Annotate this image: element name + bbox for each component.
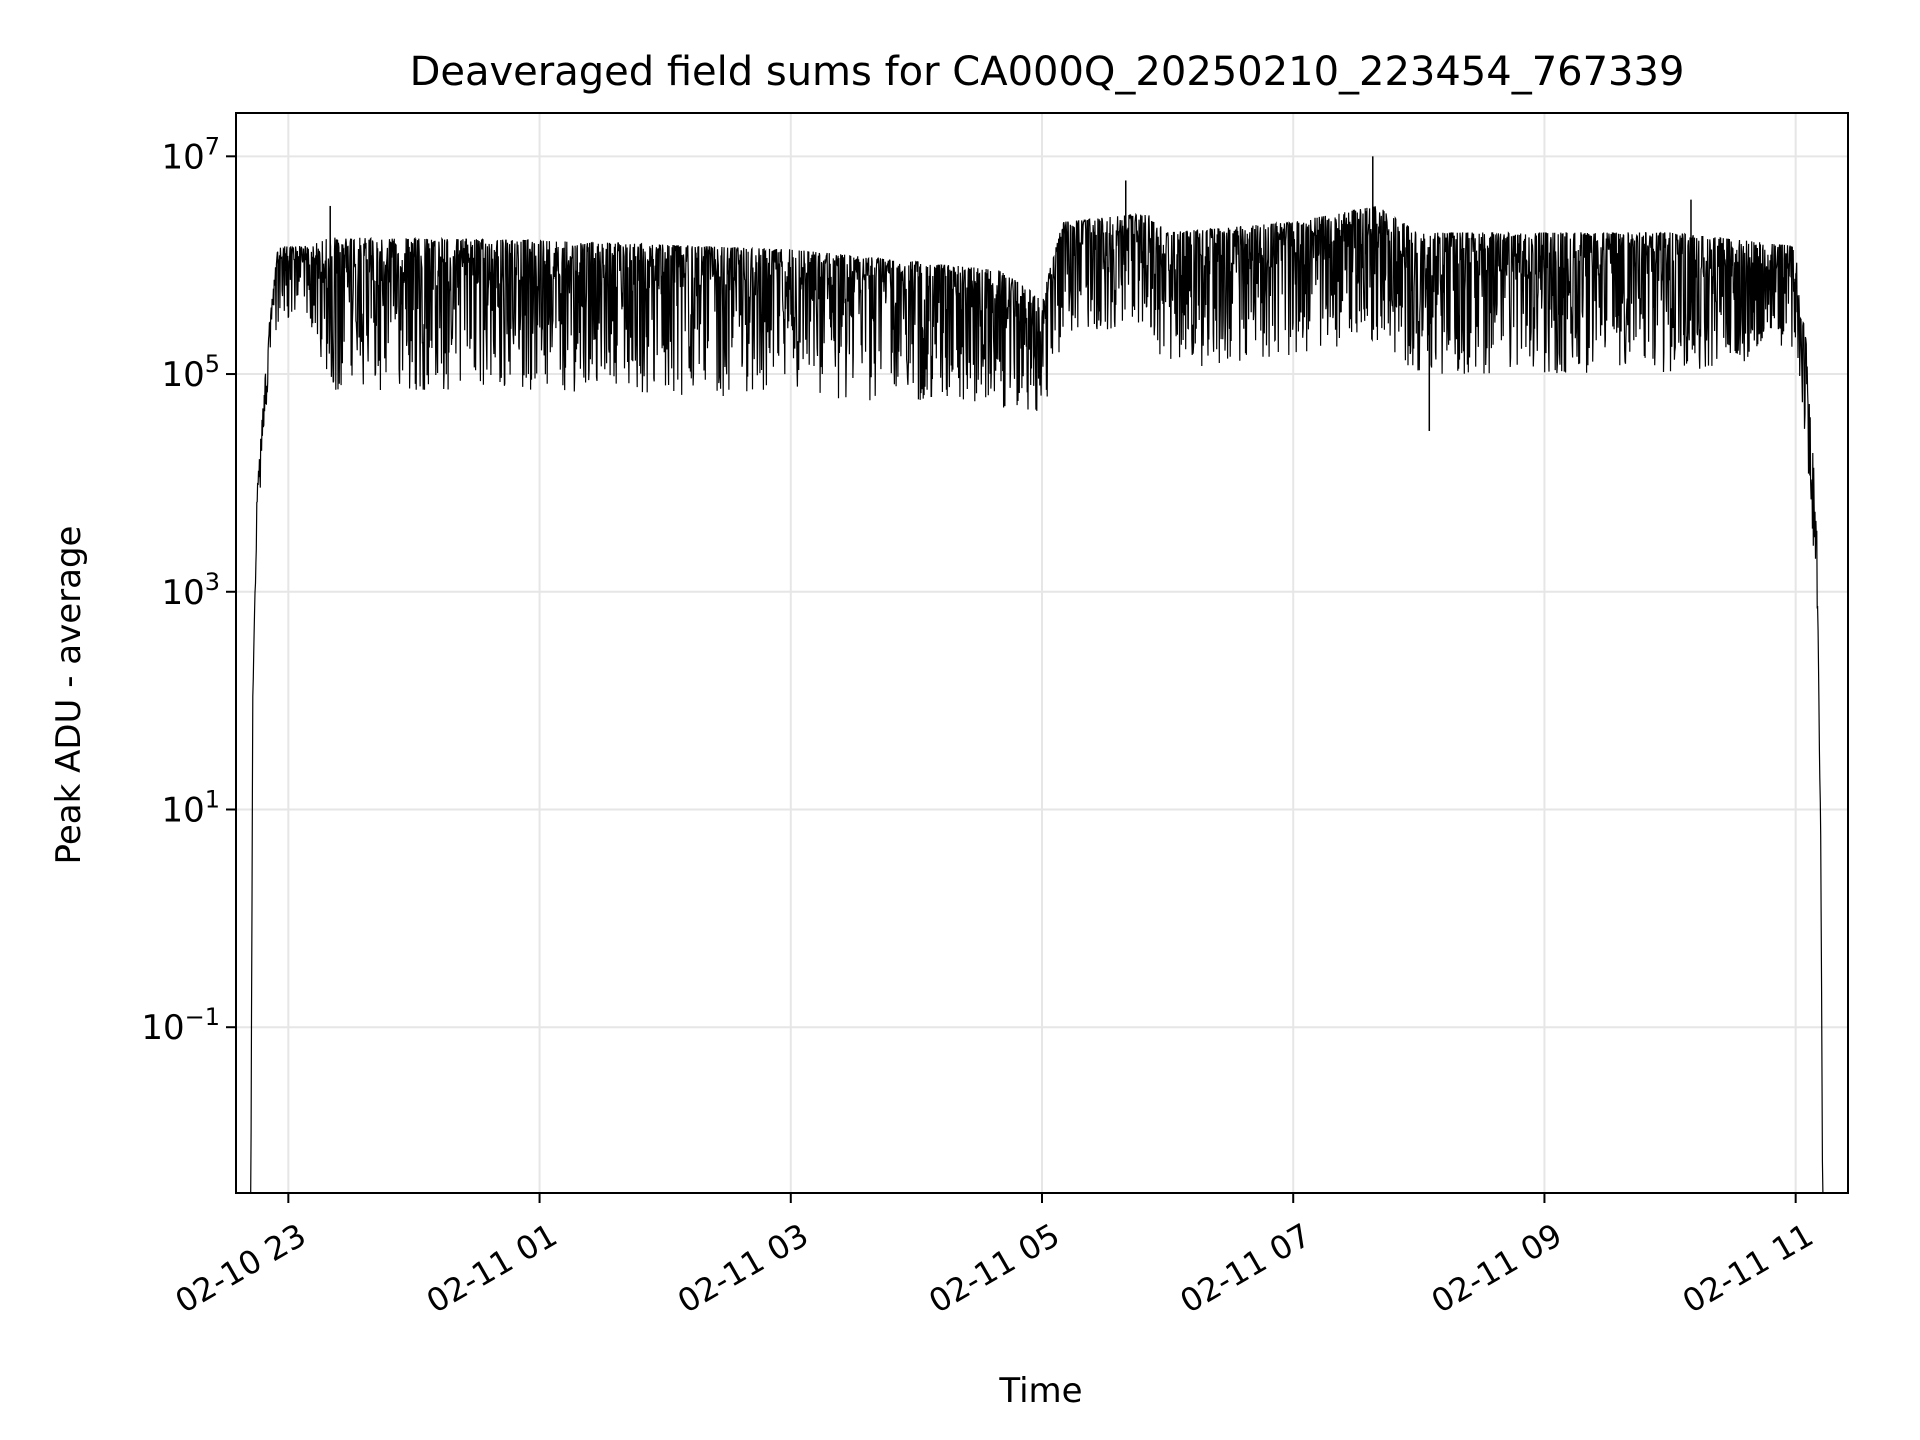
y-tick-exponent: −1 bbox=[185, 1003, 220, 1031]
chart-title: Deaveraged field sums for CA000Q_2025021… bbox=[410, 49, 1685, 95]
y-tick-base: 10 bbox=[161, 355, 204, 395]
y-tick-label: 10−1 bbox=[141, 1003, 220, 1048]
y-tick-base: 10 bbox=[161, 137, 204, 177]
y-tick-exponent: 1 bbox=[205, 785, 220, 813]
y-tick-label: 105 bbox=[161, 350, 220, 395]
y-tick-label: 101 bbox=[161, 785, 220, 830]
y-tick-exponent: 7 bbox=[205, 132, 220, 160]
y-axis-label: Peak ADU - average bbox=[49, 526, 89, 865]
y-tick-base: 10 bbox=[141, 1008, 184, 1048]
y-tick-exponent: 5 bbox=[205, 350, 220, 378]
y-tick-base: 10 bbox=[161, 790, 204, 830]
series-layer bbox=[250, 156, 1824, 1194]
x-axis-label: Time bbox=[998, 1371, 1082, 1411]
series-line bbox=[250, 206, 1824, 1194]
y-tick-label: 107 bbox=[161, 132, 220, 177]
y-tick-base: 10 bbox=[161, 573, 204, 613]
y-tick-label: 103 bbox=[161, 568, 220, 613]
y-tick-exponent: 3 bbox=[205, 568, 220, 596]
